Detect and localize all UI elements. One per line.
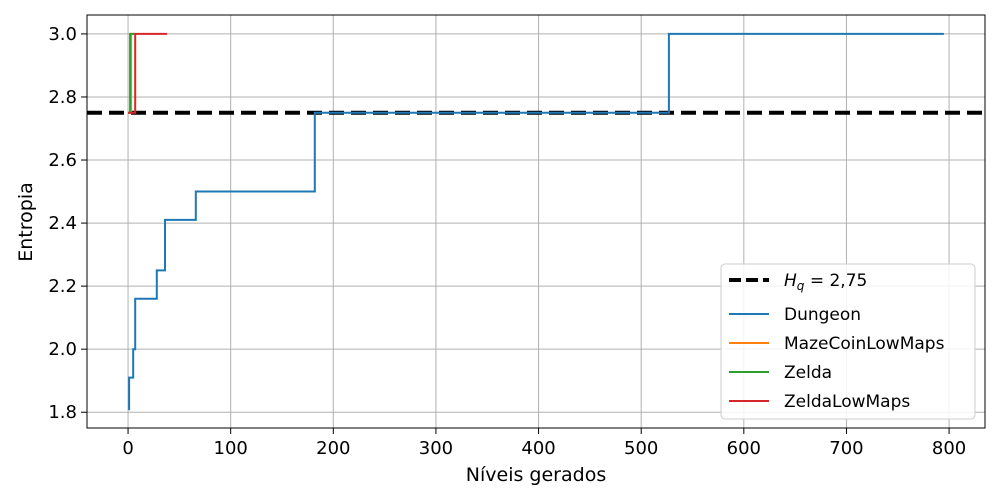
y-tick-label: 2.6	[48, 150, 77, 171]
x-tick-label: 100	[214, 438, 248, 459]
legend-label-dungeon: Dungeon	[784, 305, 861, 325]
series-line-zeldalowmaps	[128, 32, 168, 114]
legend-label-zelda: Zelda	[784, 363, 832, 383]
x-tick-label: 200	[316, 438, 350, 459]
y-axis-label: Entropia	[15, 182, 37, 262]
series-line-dungeon	[128, 32, 944, 411]
y-tick-label: 2.0	[48, 339, 77, 360]
y-tick-label: 2.2	[48, 276, 77, 297]
x-tick-label: 800	[932, 438, 966, 459]
x-tick-label: 500	[624, 438, 658, 459]
x-tick-label: 600	[727, 438, 761, 459]
x-tick-label: 400	[521, 438, 555, 459]
legend-label-reference: Hq = 2,75	[784, 271, 867, 293]
y-axis-ticks: 1.8 2.0 2.2 2.4 2.6 2.8 3.0	[48, 24, 87, 423]
x-axis-label: Níveis gerados	[466, 464, 606, 486]
series-lines	[128, 32, 944, 411]
legend: Hq = 2,75 Dungeon MazeCoinLowMaps Zelda Zeld…	[720, 263, 976, 420]
x-axis-ticks: 0 100 200 300 400 500 600 700 800	[122, 428, 966, 459]
legend-frame	[720, 263, 976, 420]
y-tick-label: 1.8	[48, 402, 77, 423]
y-tick-label: 2.8	[48, 87, 77, 108]
y-tick-label: 2.4	[48, 213, 77, 234]
legend-label-mazecoinlowmaps: MazeCoinLowMaps	[784, 334, 945, 354]
y-tick-label: 3.0	[48, 24, 77, 45]
x-tick-label: 700	[829, 438, 863, 459]
x-tick-label: 0	[122, 438, 133, 459]
x-tick-label: 300	[419, 438, 453, 459]
legend-label-zeldalowmaps: ZeldaLowMaps	[784, 392, 910, 412]
plot-area-frame	[86, 14, 986, 429]
